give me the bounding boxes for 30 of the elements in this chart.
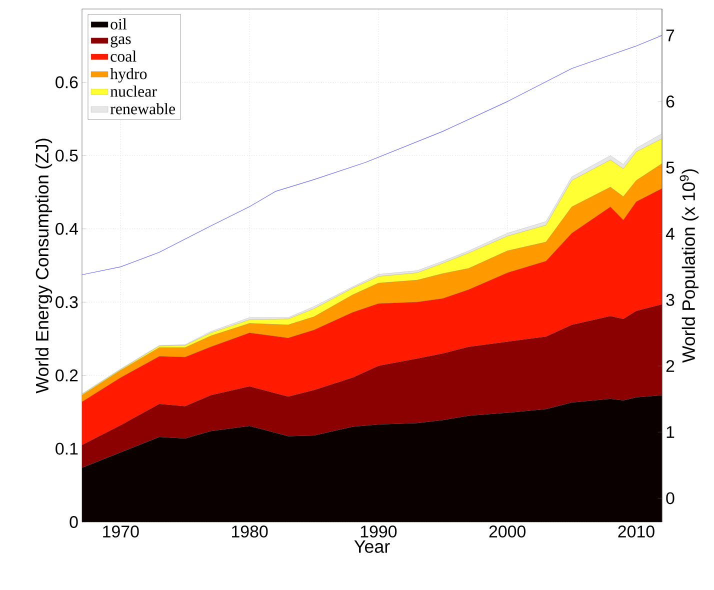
y-axis-title: World Energy Consumption (ZJ) [35, 138, 52, 394]
legend-label: nuclear [110, 86, 157, 97]
legend-label: coal [110, 50, 136, 62]
x-axis-title: Year [354, 540, 390, 553]
line-series [82, 35, 662, 276]
y-tick-label: 0.5 [56, 150, 78, 162]
y-tick-label: 0 [70, 516, 78, 528]
y2-tick-label: 7 [666, 30, 674, 42]
x-tick-label: 1980 [232, 526, 268, 538]
y-tick-label: 0.1 [56, 442, 78, 455]
y-tick-label: 0.3 [56, 296, 78, 308]
legend-label: gas [110, 36, 131, 48]
y2-tick-label: 0 [666, 492, 674, 504]
legend-label: oil [110, 18, 127, 30]
y-tick-label: 0.4 [56, 222, 78, 235]
x-tick-label: 2000 [489, 526, 526, 538]
legend-label: hydro [110, 68, 147, 83]
y2-tick-label: 4 [666, 228, 674, 240]
x-tick-label: 1990 [360, 526, 397, 538]
y2-tick-label: 3 [666, 294, 674, 306]
y-tick-label: 0.6 [56, 76, 78, 88]
y2-tick-label: 5 [666, 162, 674, 174]
y-tick-label: 0.2 [56, 369, 78, 382]
y2-tick-label: 1 [666, 426, 674, 438]
legend-label: renewable [110, 103, 176, 114]
y2-axis-title: World Population (x 10$^{9}$) [680, 169, 699, 363]
x-tick-label: 1970 [103, 526, 139, 538]
x-tick-label: 2010 [618, 526, 654, 538]
y2-tick-label: 2 [666, 360, 674, 372]
y2-tick-label: 6 [666, 96, 674, 108]
